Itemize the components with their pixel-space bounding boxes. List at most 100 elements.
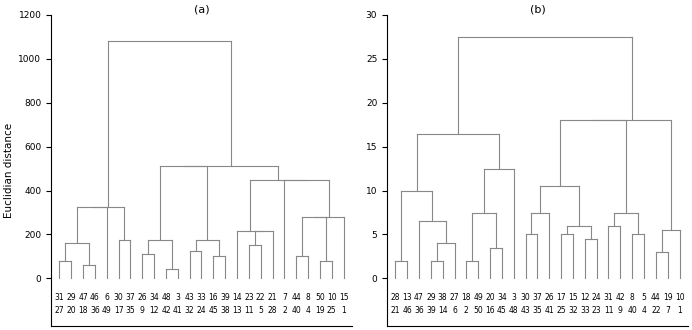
Text: 21: 21 xyxy=(268,293,277,302)
Text: 8: 8 xyxy=(630,293,635,302)
Text: 50: 50 xyxy=(315,293,325,302)
Text: 4: 4 xyxy=(641,306,646,315)
Text: 10: 10 xyxy=(327,293,336,302)
Text: 47: 47 xyxy=(414,293,424,302)
Text: 23: 23 xyxy=(244,293,254,302)
Text: 17: 17 xyxy=(113,306,123,315)
Text: 9: 9 xyxy=(618,306,623,315)
Text: 10: 10 xyxy=(675,293,684,302)
Text: 1: 1 xyxy=(677,306,682,315)
Text: 12: 12 xyxy=(149,306,159,315)
Text: 33: 33 xyxy=(580,306,590,315)
Text: 37: 37 xyxy=(125,293,135,302)
Text: 14: 14 xyxy=(438,306,448,315)
Text: 13: 13 xyxy=(233,306,242,315)
Text: 14: 14 xyxy=(233,293,242,302)
Text: 41: 41 xyxy=(545,306,554,315)
Text: 39: 39 xyxy=(426,306,436,315)
Text: 42: 42 xyxy=(615,293,625,302)
Text: 46: 46 xyxy=(90,293,100,302)
Text: 29: 29 xyxy=(66,293,76,302)
Text: 15: 15 xyxy=(339,293,348,302)
Text: 5: 5 xyxy=(641,293,646,302)
Text: 40: 40 xyxy=(627,306,637,315)
Text: 11: 11 xyxy=(603,306,613,315)
Text: 44: 44 xyxy=(651,293,661,302)
Text: 47: 47 xyxy=(78,293,88,302)
Text: 6: 6 xyxy=(452,306,457,315)
Text: 34: 34 xyxy=(497,293,507,302)
Text: 20: 20 xyxy=(485,293,495,302)
Text: 48: 48 xyxy=(161,293,171,302)
Text: 2: 2 xyxy=(464,306,468,315)
Text: 19: 19 xyxy=(315,306,325,315)
Text: 37: 37 xyxy=(533,293,543,302)
Text: 41: 41 xyxy=(173,306,183,315)
Text: 5: 5 xyxy=(258,306,263,315)
Text: 27: 27 xyxy=(450,293,459,302)
Text: 46: 46 xyxy=(402,306,412,315)
Text: 35: 35 xyxy=(125,306,135,315)
Text: 29: 29 xyxy=(426,293,436,302)
Text: 35: 35 xyxy=(533,306,543,315)
Title: (a): (a) xyxy=(194,4,209,14)
Text: 36: 36 xyxy=(414,306,424,315)
Text: 24: 24 xyxy=(197,306,206,315)
Text: 30: 30 xyxy=(520,293,531,302)
Text: 28: 28 xyxy=(390,293,400,302)
Text: 21: 21 xyxy=(390,306,400,315)
Text: 28: 28 xyxy=(268,306,277,315)
Text: 49: 49 xyxy=(102,306,111,315)
Text: 32: 32 xyxy=(568,306,578,315)
Text: 26: 26 xyxy=(138,293,147,302)
Text: 34: 34 xyxy=(149,293,159,302)
Text: 7: 7 xyxy=(665,306,670,315)
Text: 25: 25 xyxy=(327,306,336,315)
Text: 2: 2 xyxy=(282,306,286,315)
Text: 19: 19 xyxy=(663,293,673,302)
Text: 39: 39 xyxy=(220,293,230,302)
Text: 4: 4 xyxy=(306,306,311,315)
Text: 45: 45 xyxy=(208,306,218,315)
Text: 16: 16 xyxy=(485,306,495,315)
Text: 33: 33 xyxy=(197,293,206,302)
Text: 31: 31 xyxy=(603,293,613,302)
Text: 44: 44 xyxy=(291,293,301,302)
Text: 43: 43 xyxy=(185,293,194,302)
Text: 11: 11 xyxy=(244,306,253,315)
Text: 30: 30 xyxy=(113,293,123,302)
Text: 42: 42 xyxy=(161,306,171,315)
Text: 3: 3 xyxy=(511,293,516,302)
Text: 50: 50 xyxy=(473,306,483,315)
Text: 24: 24 xyxy=(592,293,601,302)
Title: (b): (b) xyxy=(529,4,545,14)
Text: 16: 16 xyxy=(208,293,218,302)
Text: 38: 38 xyxy=(438,293,448,302)
Text: 23: 23 xyxy=(592,306,601,315)
Text: 6: 6 xyxy=(104,293,109,302)
Text: 12: 12 xyxy=(580,293,590,302)
Text: 9: 9 xyxy=(140,306,145,315)
Text: 38: 38 xyxy=(220,306,230,315)
Text: 7: 7 xyxy=(282,293,286,302)
Text: 3: 3 xyxy=(175,293,180,302)
Text: 13: 13 xyxy=(402,293,412,302)
Text: 36: 36 xyxy=(90,306,100,315)
Text: 15: 15 xyxy=(568,293,578,302)
Text: 18: 18 xyxy=(78,306,88,315)
Text: 27: 27 xyxy=(55,306,64,315)
Text: 31: 31 xyxy=(55,293,64,302)
Text: 43: 43 xyxy=(520,306,531,315)
Text: 25: 25 xyxy=(556,306,566,315)
Text: 45: 45 xyxy=(497,306,507,315)
Text: 22: 22 xyxy=(256,293,266,302)
Text: 8: 8 xyxy=(306,293,311,302)
Text: 49: 49 xyxy=(473,293,483,302)
Text: 32: 32 xyxy=(185,306,194,315)
Text: 18: 18 xyxy=(462,293,471,302)
Text: 17: 17 xyxy=(556,293,566,302)
Y-axis label: Euclidian distance: Euclidian distance xyxy=(4,123,14,218)
Text: 20: 20 xyxy=(66,306,76,315)
Text: 22: 22 xyxy=(651,306,661,315)
Text: 40: 40 xyxy=(291,306,301,315)
